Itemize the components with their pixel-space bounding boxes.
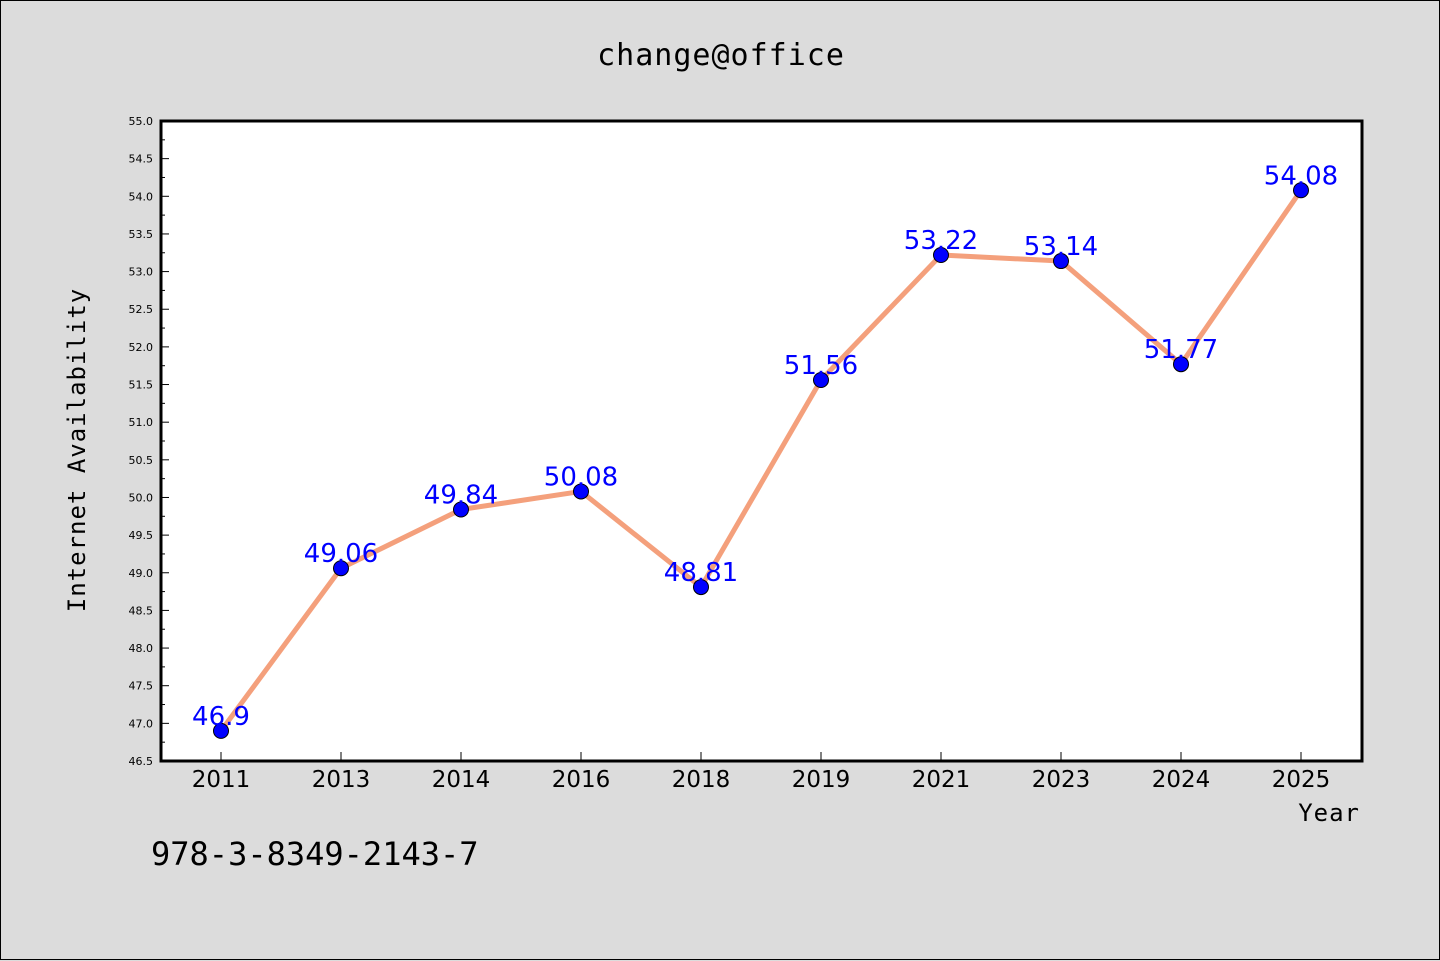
x-tick-label: 2019 (792, 767, 851, 793)
x-tick-label: 2025 (1272, 767, 1331, 793)
series-line (218, 188, 1304, 733)
data-point (813, 372, 829, 389)
data-label: 54.08 (1264, 161, 1338, 191)
data-labels: 46.9 49.06 49.84 50.08 48.81 51.56 53.22 53.14 5… (192, 161, 1338, 732)
y-tick-label: 48.5 (129, 604, 154, 617)
x-tick-label: 2013 (312, 767, 371, 793)
x-tick-label: 2021 (912, 767, 971, 793)
y-axis-ticks: 46.5 47.0 47.5 48.0 48.5 49.0 49.5 50.0 50.5 51.0… (129, 115, 169, 768)
y-tick-label: 50.5 (129, 454, 154, 467)
y-tick-label: 49.5 (129, 529, 154, 542)
y-tick-label: 53.0 (129, 266, 154, 279)
x-tick-label: 2016 (552, 767, 611, 793)
y-tick-label: 52.5 (129, 303, 154, 316)
x-tick-label: 2018 (672, 767, 731, 793)
x-tick-label: 2023 (1032, 767, 1091, 793)
data-point (933, 247, 949, 264)
data-markers (213, 182, 1309, 739)
y-tick-label: 55.0 (129, 115, 154, 128)
y-tick-label: 51.0 (129, 416, 154, 429)
x-axis-label: Year (1298, 799, 1360, 827)
data-label: 53.22 (904, 226, 978, 256)
data-point (333, 560, 349, 577)
data-label: 49.84 (424, 481, 498, 511)
x-tick-label: 2014 (432, 767, 491, 793)
data-label: 53.14 (1024, 232, 1098, 262)
data-point (1173, 356, 1189, 373)
y-tick-label: 50.0 (129, 491, 154, 504)
y-tick-label: 47.0 (129, 717, 154, 730)
y-tick-label: 53.5 (129, 228, 154, 241)
data-label: 51.77 (1144, 335, 1218, 365)
y-tick-label: 51.5 (129, 379, 154, 392)
x-tick-label: 2011 (192, 767, 251, 793)
y-tick-label: 49.0 (129, 567, 154, 580)
y-tick-label: 46.5 (129, 755, 154, 768)
data-point (573, 483, 589, 500)
x-axis-ticks: 2011 2013 2014 2016 2018 2019 2021 2023 2024 2025 (192, 752, 1331, 793)
y-tick-label: 54.5 (129, 153, 154, 166)
data-point (1053, 253, 1069, 270)
y-tick-label: 52.0 (129, 341, 154, 354)
data-point (453, 501, 469, 518)
footer-identifier: 978-3-8349-2143-7 (151, 835, 479, 873)
data-point (213, 722, 229, 739)
y-tick-label: 47.5 (129, 680, 154, 693)
data-point (1293, 182, 1309, 199)
y-tick-label: 54.0 (129, 190, 154, 203)
data-label: 46.9 (192, 702, 250, 732)
data-label: 50.08 (544, 462, 618, 492)
chart-title: change@office (597, 38, 845, 73)
x-tick-label: 2024 (1152, 767, 1211, 793)
data-label: 48.81 (664, 558, 738, 588)
y-axis-label: Internet Availability (63, 288, 91, 612)
data-label: 51.56 (784, 351, 858, 381)
y-tick-label: 48.0 (129, 642, 154, 655)
plot-area (159, 119, 1364, 763)
data-label: 49.06 (304, 539, 378, 569)
data-point (693, 579, 709, 596)
